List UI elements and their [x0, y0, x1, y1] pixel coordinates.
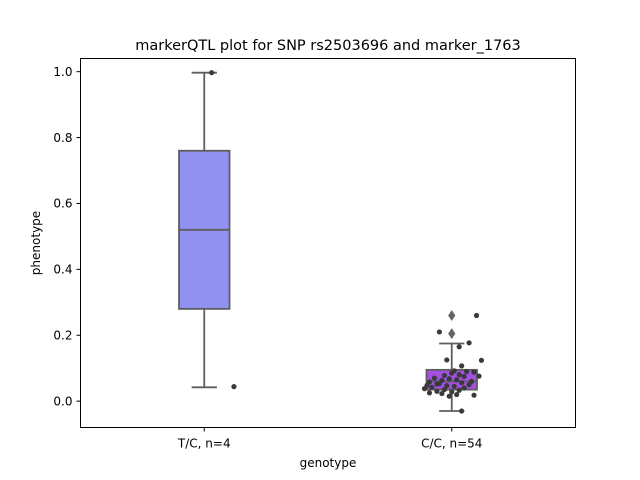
- data-point: [459, 408, 465, 414]
- y-tick-label: 0.0: [53, 394, 72, 408]
- data-point: [421, 386, 428, 392]
- y-tick-label: 0.4: [53, 263, 72, 277]
- data-point: [446, 376, 452, 382]
- data-point: [449, 389, 455, 395]
- data-point: [464, 368, 470, 375]
- data-point: [456, 387, 462, 393]
- y-axis-label: phenotype: [29, 211, 43, 275]
- data-point: [473, 312, 480, 319]
- data-point: [441, 387, 447, 393]
- data-point: [434, 381, 440, 387]
- data-point: [456, 344, 462, 350]
- data-point: [449, 370, 455, 376]
- y-tick-label: 0.8: [53, 131, 72, 145]
- data-point: [454, 377, 460, 383]
- data-point: [209, 70, 215, 76]
- data-point: [478, 357, 485, 363]
- data-point: [231, 384, 237, 390]
- data-point: [444, 383, 450, 389]
- data-point: [459, 380, 465, 386]
- x-tick-label: T/C, n=4: [177, 437, 231, 451]
- data-point: [471, 369, 477, 375]
- data-point: [446, 393, 452, 399]
- y-tick-label: 0.6: [53, 197, 72, 211]
- data-point: [454, 391, 460, 398]
- outlier-marker: [448, 328, 456, 340]
- x-axis-label: genotype: [300, 456, 357, 470]
- data-point: [431, 375, 438, 381]
- data-point: [466, 382, 472, 388]
- data-point: [434, 388, 440, 394]
- x-tick-label: C/C, n=54: [421, 437, 482, 451]
- data-point: [441, 372, 447, 379]
- data-point: [451, 383, 457, 389]
- data-point: [439, 390, 445, 397]
- outlier-marker: [448, 309, 456, 321]
- data-point: [461, 373, 467, 380]
- data-point: [459, 363, 465, 369]
- data-point: [436, 329, 442, 335]
- data-point: [429, 384, 435, 390]
- data-point: [426, 390, 433, 396]
- plot-frame: [80, 58, 576, 428]
- data-point: [461, 385, 467, 391]
- data-point: [476, 373, 482, 379]
- data-point: [456, 372, 462, 378]
- data-point: [444, 357, 450, 363]
- y-tick-label: 0.2: [53, 328, 72, 342]
- y-tick-label: 1.0: [53, 65, 72, 79]
- data-point: [466, 340, 472, 346]
- chart-title: markerQTL plot for SNP rs2503696 and mar…: [135, 38, 521, 54]
- data-point: [471, 392, 477, 398]
